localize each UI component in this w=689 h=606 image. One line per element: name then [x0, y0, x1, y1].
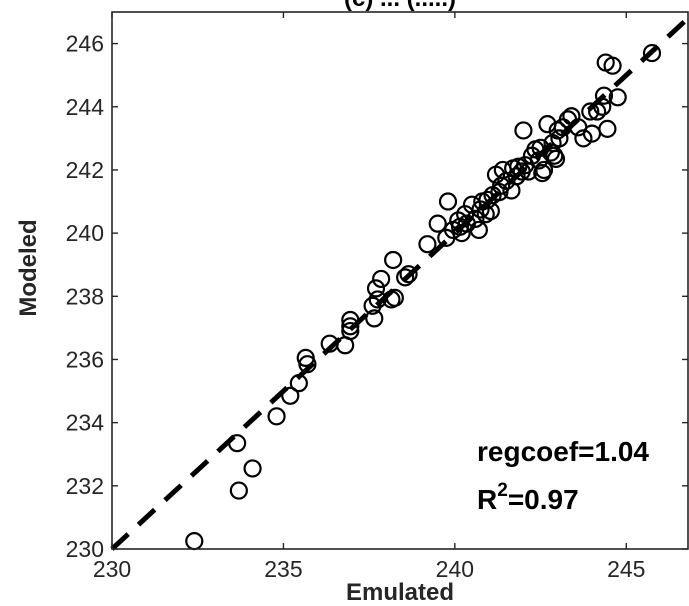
data-point [608, 88, 627, 107]
x-tick-label: 230 [93, 556, 131, 582]
y-tick-label: 232 [66, 473, 104, 499]
data-point [581, 102, 600, 121]
chart-title: (c) ... (.....) [344, 0, 456, 12]
y-tick-label: 238 [66, 283, 104, 309]
r2-prefix: R [477, 484, 497, 515]
data-point [598, 119, 617, 138]
data-point [384, 250, 403, 270]
data-point [546, 149, 566, 168]
data-point [452, 224, 471, 243]
data-point [603, 56, 622, 75]
data-point [341, 310, 360, 330]
data-point [514, 121, 533, 140]
data-point [509, 157, 528, 176]
r2-suffix: =0.97 [508, 484, 579, 515]
data-point [531, 138, 550, 157]
data-point [588, 102, 607, 121]
data-point [385, 288, 404, 307]
x-axis-ticks: 230 235 240 245 [93, 12, 645, 582]
data-point [594, 86, 614, 105]
y-tick-label: 234 [66, 410, 105, 436]
data-point [466, 209, 485, 229]
regcoef-annotation: regcoef=1.04 [477, 436, 649, 467]
data-point [642, 43, 662, 63]
y-tick-label: 236 [66, 346, 104, 372]
data-point [372, 269, 391, 289]
data-point [185, 532, 204, 551]
data-point [341, 321, 360, 341]
y-axis-title: Modeled [15, 219, 42, 316]
y-tick-label: 240 [66, 220, 104, 246]
x-axis-title: Emulated [346, 579, 454, 606]
y-tick-label: 230 [66, 536, 104, 562]
data-point [365, 309, 384, 328]
data-point [574, 129, 593, 148]
data-point [368, 290, 387, 309]
data-point [534, 160, 554, 180]
data-point [550, 129, 569, 148]
data-point [341, 317, 360, 336]
data-point [243, 459, 262, 478]
data-point [289, 374, 308, 393]
y-tick-label: 244 [66, 94, 105, 120]
x-tick-label: 245 [607, 556, 645, 582]
data-point [228, 434, 247, 453]
data-point [229, 481, 248, 500]
data-point [296, 348, 315, 367]
plot-area-frame [111, 11, 689, 550]
x-tick-label: 235 [264, 556, 302, 582]
data-point [428, 214, 447, 233]
data-point [481, 201, 500, 221]
r2-annotation: R2=0.97 [477, 480, 579, 515]
data-point [267, 407, 286, 426]
data-point [366, 279, 386, 298]
r2-superscript: 2 [497, 480, 508, 501]
x-tick-label: 240 [436, 556, 474, 582]
data-point [469, 220, 488, 240]
data-point [593, 97, 612, 116]
y-tick-label: 242 [66, 157, 104, 183]
y-tick-label: 246 [66, 31, 104, 57]
data-point [281, 386, 300, 405]
data-point [438, 192, 458, 211]
data-point [396, 268, 415, 287]
data-point [418, 235, 437, 254]
data-points-layer [185, 43, 662, 551]
data-point [399, 265, 418, 284]
y-axis-ticks: 230 232 234 236 238 240 242 244 246 [66, 31, 688, 562]
